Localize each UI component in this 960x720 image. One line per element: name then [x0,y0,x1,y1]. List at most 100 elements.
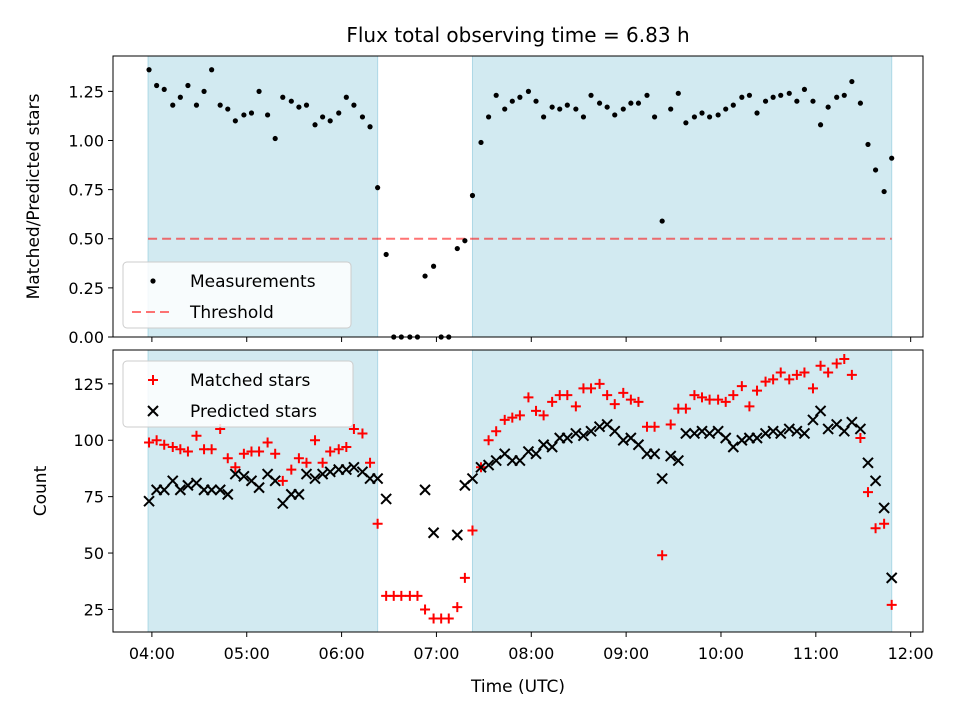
measurement-point [573,106,579,112]
measurement-point [485,114,492,120]
predicted-stars-point [348,461,360,474]
ratio-panel: 0.00 0.25 0.50 0.75 1.00 1.25 Matched/Predicte… [24,55,924,347]
measurement-point [691,114,698,120]
matched-stars-point [784,374,795,385]
measurement-point [628,100,634,106]
observing-window-shade [471,55,893,338]
measurement-point [659,218,665,224]
predicted-stars-point [822,423,834,435]
measurement-point [201,88,207,94]
matched-stars-point [238,448,249,459]
x-tick-label: 12:00 [888,644,934,663]
matched-stars-point [341,442,352,453]
measurement-point [232,118,238,124]
matched-stars-point [175,444,186,455]
predicted-stars-point [309,472,321,485]
matched-stars-point [491,426,502,437]
predicted-stars-point [419,484,431,496]
predicted-stars-point [869,475,882,487]
x-tick-label: 08:00 [508,644,554,663]
matched-stars-point [839,354,850,365]
matched-stars-point [625,394,636,405]
measurement-point [825,104,831,110]
measurement-point [889,155,895,161]
predicted-stars-point [530,448,542,460]
predicted-stars-point [577,430,590,442]
matched-stars-point [594,378,605,389]
measurement-point [596,100,603,106]
legend-label: Matched stars [190,371,310,391]
y-tick-label: 75 [84,488,104,507]
measurement-point [367,124,373,130]
matched-stars-point [310,435,321,446]
measurement-point [383,251,389,258]
x-tick-label: 11:00 [793,644,839,663]
matched-stars-point [736,381,747,392]
measurement-point [549,104,555,110]
matched-stars-point [182,446,193,457]
matched-stars-point [523,392,534,403]
measurement-point [359,114,366,120]
matched-stars-point [483,435,494,446]
legend-box [122,360,354,428]
predicted-stars-point [300,468,313,480]
y-tick-label: 25 [84,600,104,619]
measurement-point [620,106,626,112]
matched-stars-point [665,419,676,430]
measurement-point [778,92,784,98]
measurement-point [502,106,508,112]
plot-frame [112,55,924,338]
measurement-point [699,110,705,116]
measurement-point [225,106,231,112]
measurement-point [493,92,499,98]
y-axis-label: Matched/Predicted stars [24,93,44,299]
observing-window-shade [471,349,893,633]
matched-stars-point [191,430,202,441]
predicted-stars-point [885,572,898,584]
predicted-stars-point [720,432,732,444]
measurement-point [170,102,176,108]
measurement-point [248,110,255,116]
legend-measurement-marker [150,278,156,284]
matched-stars-point [886,599,897,610]
measurement-point [706,114,713,120]
matched-stars-point [459,572,470,583]
predicted-stars-point [182,479,194,492]
measurement-point [375,185,381,191]
measurement-point [185,82,191,89]
predicted-stars-point [846,416,858,428]
x-tick-label: 07:00 [413,644,459,663]
x-tick-label: 10:00 [698,644,744,663]
y-tick-label: 0.75 [68,181,104,200]
measurement-point [723,106,729,112]
predicted-stars-point [656,472,668,485]
predicted-stars-point [324,466,336,478]
x-tick-label: 05:00 [224,644,270,663]
x-tick-label: 06:00 [319,644,365,663]
chart-title: Flux total observing time = 6.83 h [346,23,689,47]
measurement-point [509,98,515,104]
matched-stars-point [412,590,423,601]
matched-stars-point [348,423,359,434]
measurement-point [715,112,721,118]
matched-stars-point [586,383,597,394]
measurement-point [801,86,808,93]
measurement-point [146,67,152,73]
predicted-stars-point [205,484,218,496]
matched-stars-point [791,369,802,380]
measurement-point [422,273,428,279]
matched-stars-point [728,390,739,401]
measurement-point [462,238,468,244]
matched-stars-point [775,367,786,378]
x-axis-label: Time (UTC) [470,677,565,697]
y-tick-label: 50 [84,544,104,563]
measurement-point [193,102,200,108]
y-tick-label: 100 [73,431,104,450]
matched-stars-point [325,446,336,457]
predicted-stars-point [648,448,661,460]
measurement-point [327,118,333,124]
predicted-stars-point [214,484,226,496]
matched-stars-point [286,464,297,475]
predicted-stars-point [293,488,305,501]
predicted-stars-point [632,439,645,451]
